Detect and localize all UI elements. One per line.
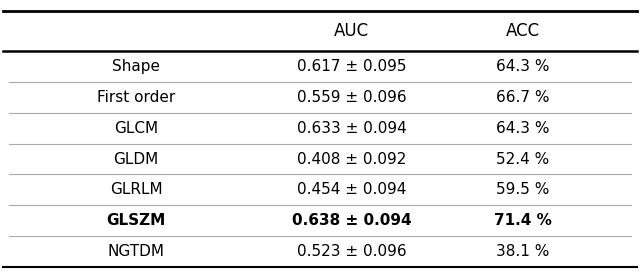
- Text: Shape: Shape: [112, 59, 160, 74]
- Text: AUC: AUC: [334, 22, 369, 40]
- Text: 0.454 ± 0.094: 0.454 ± 0.094: [297, 182, 406, 197]
- Text: 38.1 %: 38.1 %: [497, 244, 550, 259]
- Text: GLRLM: GLRLM: [109, 182, 163, 197]
- Text: 0.523 ± 0.096: 0.523 ± 0.096: [297, 244, 406, 259]
- Text: First order: First order: [97, 90, 175, 105]
- Text: 64.3 %: 64.3 %: [496, 121, 550, 136]
- Text: GLSZM: GLSZM: [106, 213, 166, 228]
- Text: NGTDM: NGTDM: [108, 244, 164, 259]
- Text: 0.559 ± 0.096: 0.559 ± 0.096: [297, 90, 406, 105]
- Text: GLCM: GLCM: [114, 121, 158, 136]
- Text: ACC: ACC: [506, 22, 540, 40]
- Text: 66.7 %: 66.7 %: [496, 90, 550, 105]
- Text: 64.3 %: 64.3 %: [496, 59, 550, 74]
- Text: 52.4 %: 52.4 %: [497, 152, 550, 167]
- Text: 71.4 %: 71.4 %: [494, 213, 552, 228]
- Text: 59.5 %: 59.5 %: [497, 182, 550, 197]
- Text: 0.408 ± 0.092: 0.408 ± 0.092: [297, 152, 406, 167]
- Text: 0.633 ± 0.094: 0.633 ± 0.094: [297, 121, 406, 136]
- Text: 0.638 ± 0.094: 0.638 ± 0.094: [292, 213, 412, 228]
- Text: 0.617 ± 0.095: 0.617 ± 0.095: [297, 59, 406, 74]
- Text: GLDM: GLDM: [113, 152, 159, 167]
